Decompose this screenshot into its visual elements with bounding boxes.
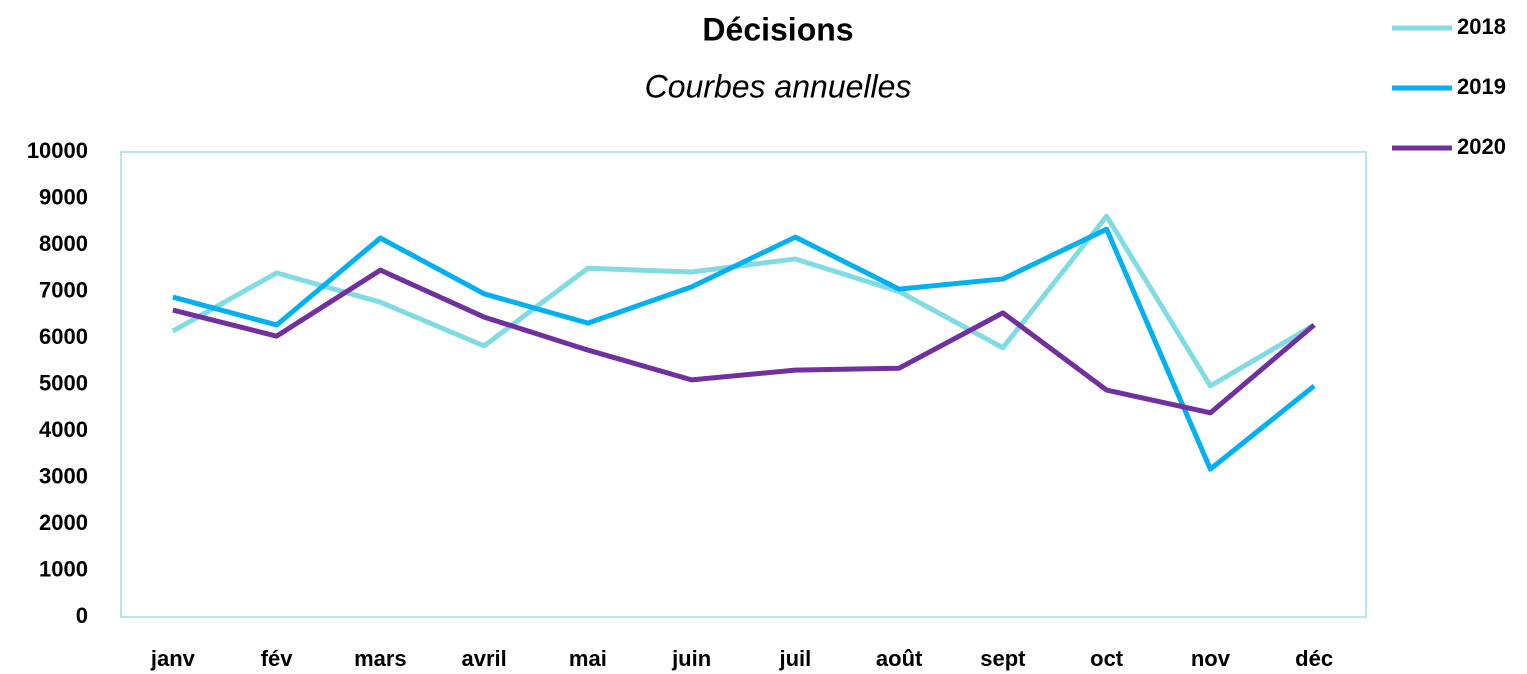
x-tick-label: avril [461,646,506,671]
y-tick-label: 1000 [39,556,88,581]
y-tick-label: 9000 [39,184,88,209]
x-tick-label: juin [671,646,711,671]
chart-title: Décisions [702,11,853,47]
x-tick-label: oct [1090,646,1124,671]
y-tick-label: 2000 [39,510,88,535]
y-tick-label: 6000 [39,324,88,349]
series-line [171,213,1316,389]
y-tick-label: 0 [76,603,88,628]
y-tick-label: 3000 [39,463,88,488]
y-tick-label: 7000 [39,277,88,302]
y-tick-label: 5000 [39,370,88,395]
y-tick-label: 8000 [39,231,88,256]
chart-subtitle: Courbes annuelles [645,68,912,104]
x-tick-label: mars [354,646,407,671]
x-tick-label: fév [261,646,294,671]
y-tick-label: 10000 [27,138,88,163]
y-tick-label: 4000 [39,417,88,442]
plot-area [120,151,1367,618]
legend-label: 2019 [1457,74,1506,99]
legend-label: 2020 [1457,134,1506,159]
x-tick-label: sept [980,646,1026,671]
series-line [172,267,1316,416]
series-line [172,226,1316,472]
x-tick-label: août [876,646,923,671]
x-tick-label: déc [1295,646,1333,671]
x-tick-label: juil [778,646,811,671]
x-tick-label: janv [150,646,196,671]
x-tick-label: nov [1191,646,1231,671]
legend-label: 2018 [1457,14,1506,39]
x-tick-label: mai [569,646,607,671]
